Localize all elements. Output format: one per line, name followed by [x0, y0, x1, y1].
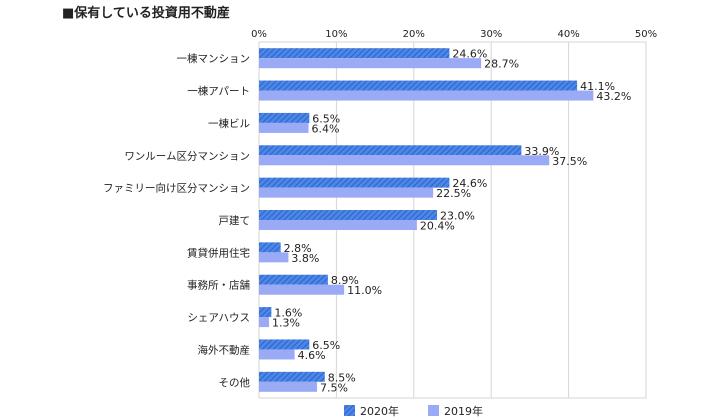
value-label: 6.4% — [312, 122, 340, 135]
value-label: 4.6% — [298, 349, 326, 362]
bar-2020 — [259, 210, 438, 220]
legend-swatch — [428, 405, 439, 416]
category-label: ファミリー向け区分マンション — [103, 182, 250, 195]
bar-2019 — [259, 349, 295, 360]
value-label: 7.5% — [320, 381, 348, 394]
category-label: シェアハウス — [187, 312, 250, 324]
value-label: 11.0% — [347, 284, 382, 297]
bar-2020 — [259, 145, 522, 156]
value-label: 3.8% — [291, 252, 319, 265]
legend: 2020年 2019年 — [344, 404, 483, 418]
category-label: 賃貸併用住宅 — [187, 246, 250, 259]
category-labels: 一棟マンション一棟アパート一棟ビルワンルーム区分マンションファミリー向け区分マン… — [103, 52, 250, 389]
legend-label: 2020年 — [360, 404, 399, 418]
value-labels: 24.6%28.7%41.1%43.2%6.5%6.4%33.9%37.5%24… — [272, 48, 631, 395]
bar-2020 — [259, 339, 310, 350]
value-label: 1.6% — [274, 307, 302, 320]
category-label: ワンルーム区分マンション — [124, 150, 250, 162]
x-tick-label: 40% — [557, 29, 579, 40]
value-label: 6.5% — [312, 339, 340, 352]
legend-swatch — [344, 405, 355, 416]
value-label: 28.7% — [484, 58, 519, 71]
value-label: 24.6% — [452, 48, 487, 61]
bar-2019 — [259, 122, 309, 133]
category-label: その他 — [219, 376, 251, 389]
bar-2019 — [259, 252, 289, 263]
bar-2019 — [259, 284, 345, 295]
category-label: 海外不動産 — [198, 343, 251, 356]
legend-label: 2019年 — [444, 404, 483, 418]
x-tick-label: 0% — [251, 29, 267, 40]
value-label: 20.4% — [420, 220, 455, 233]
bar-2019 — [259, 90, 594, 101]
value-label: 23.0% — [440, 210, 475, 223]
x-axis-ticks: 0% 10% 20% 30% 40% 50% — [251, 29, 657, 40]
bar-2020 — [259, 242, 281, 253]
value-label: 22.5% — [436, 187, 471, 200]
value-label: 6.5% — [312, 112, 340, 125]
bars — [259, 48, 594, 392]
bar-2020 — [259, 307, 272, 318]
value-label: 8.5% — [328, 371, 356, 384]
category-label: 戸建て — [219, 214, 251, 227]
category-label: 事務所・店舗 — [187, 279, 250, 292]
grid-lines — [258, 41, 647, 399]
bar-2019 — [259, 381, 318, 392]
x-tick-label: 10% — [325, 29, 347, 40]
category-label: 一棟アパート — [187, 85, 250, 98]
bar-2019 — [259, 187, 434, 198]
value-label: 2.8% — [284, 242, 312, 255]
value-label: 8.9% — [331, 274, 359, 287]
category-label: 一棟マンション — [177, 52, 251, 65]
bar-2019 — [259, 58, 482, 69]
x-tick-label: 30% — [480, 29, 502, 40]
bar-2020 — [259, 177, 450, 188]
bar-2020 — [259, 274, 328, 285]
x-tick-label: 20% — [403, 29, 425, 40]
value-label: 41.1% — [580, 80, 615, 93]
chart-title: ■保有している投資用不動産 — [62, 5, 230, 21]
bar-2020 — [259, 48, 450, 59]
value-label: 24.6% — [452, 177, 487, 190]
bar-2020 — [259, 80, 578, 91]
bar-2019 — [259, 317, 270, 328]
bar-2020 — [259, 371, 325, 382]
x-tick-label: 50% — [635, 29, 657, 40]
value-label: 37.5% — [552, 155, 587, 168]
value-label: 33.9% — [524, 145, 559, 158]
bar-2020 — [259, 112, 310, 123]
value-label: 43.2% — [596, 90, 631, 103]
bar-2019 — [259, 220, 417, 230]
category-label: 一棟ビル — [208, 117, 250, 130]
bar-2019 — [259, 155, 550, 166]
value-label: 1.3% — [272, 317, 300, 330]
